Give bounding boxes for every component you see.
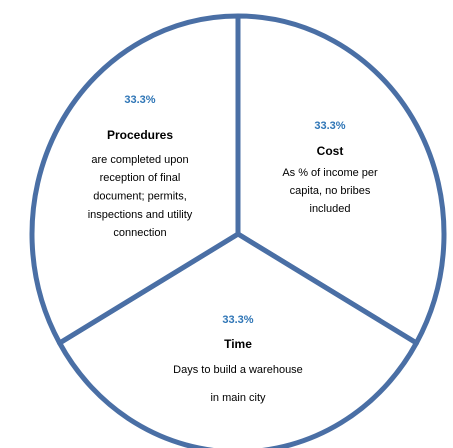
segment-title: Time bbox=[224, 337, 252, 351]
value-label: 33.3% bbox=[222, 314, 253, 326]
pie-segment bbox=[235, 13, 447, 346]
segment-description: As % of income per bbox=[282, 167, 378, 179]
segment-description: connection bbox=[113, 227, 166, 239]
value-label: 33.3% bbox=[124, 94, 155, 106]
segment-description: are completed upon bbox=[91, 154, 188, 166]
segment-title: Procedures bbox=[107, 128, 173, 142]
value-label: 33.3% bbox=[314, 120, 345, 132]
segment-title: Cost bbox=[317, 144, 344, 158]
segment-description: reception of final bbox=[100, 172, 181, 184]
segment-description: in main city bbox=[210, 392, 266, 404]
segment-description: included bbox=[310, 203, 351, 215]
pie-segment bbox=[29, 13, 241, 346]
segment-description: Days to build a warehouse bbox=[173, 364, 303, 376]
segment-description: capita, no bribes bbox=[290, 185, 371, 197]
segment-description: inspections and utility bbox=[88, 209, 193, 221]
segment-description: document; permits, bbox=[93, 191, 187, 203]
pie-segment bbox=[57, 231, 419, 448]
